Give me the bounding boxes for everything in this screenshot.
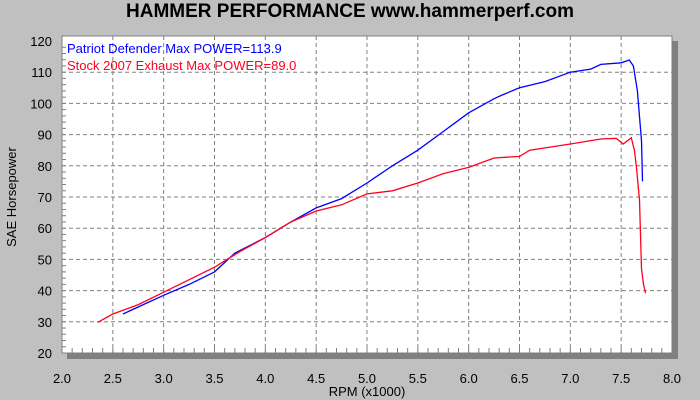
series-line-0 bbox=[122, 59, 644, 315]
x-tick-label: 6.0 bbox=[460, 371, 478, 386]
x-tick-label: 4.5 bbox=[307, 371, 325, 386]
x-tick-label: 5.0 bbox=[358, 371, 376, 386]
y-tick-label: 110 bbox=[31, 65, 52, 80]
x-tick-label: 5.5 bbox=[409, 371, 427, 386]
legend-entry-0: Patriot Defender Max POWER=113.9 bbox=[67, 41, 282, 56]
x-axis-label: RPM (x1000) bbox=[329, 384, 406, 399]
y-tick-label: 60 bbox=[38, 221, 52, 236]
chart-title: HAMMER PERFORMANCE www.hammerperf.com bbox=[126, 1, 574, 22]
x-tick-label: 2.5 bbox=[104, 371, 122, 386]
x-tick-label: 3.5 bbox=[205, 371, 223, 386]
series-line-1 bbox=[97, 136, 647, 323]
legend-entry-1: Stock 2007 Exhaust Max POWER=89.0 bbox=[67, 58, 296, 73]
x-tick-label: 2.0 bbox=[53, 371, 71, 386]
x-tick-label: 3.0 bbox=[155, 371, 173, 386]
y-tick-label: 30 bbox=[38, 315, 52, 330]
y-tick-label: 40 bbox=[38, 284, 52, 299]
y-tick-label: 100 bbox=[30, 96, 52, 111]
x-tick-label: 7.5 bbox=[612, 371, 630, 386]
y-tick-label: 80 bbox=[38, 159, 52, 174]
y-axis-label: SAE Horsepower bbox=[4, 146, 19, 246]
y-tick-label: 90 bbox=[38, 128, 52, 143]
y-tick-label: 70 bbox=[38, 190, 52, 205]
x-tick-label: 8.0 bbox=[663, 371, 681, 386]
x-tick-label: 6.5 bbox=[510, 371, 528, 386]
x-tick-label: 4.0 bbox=[256, 371, 274, 386]
x-tick-label: 7.0 bbox=[561, 371, 579, 386]
y-tick-label: 20 bbox=[38, 346, 52, 361]
y-tick-label: 120 bbox=[30, 34, 52, 49]
y-tick-label: 50 bbox=[38, 252, 52, 267]
